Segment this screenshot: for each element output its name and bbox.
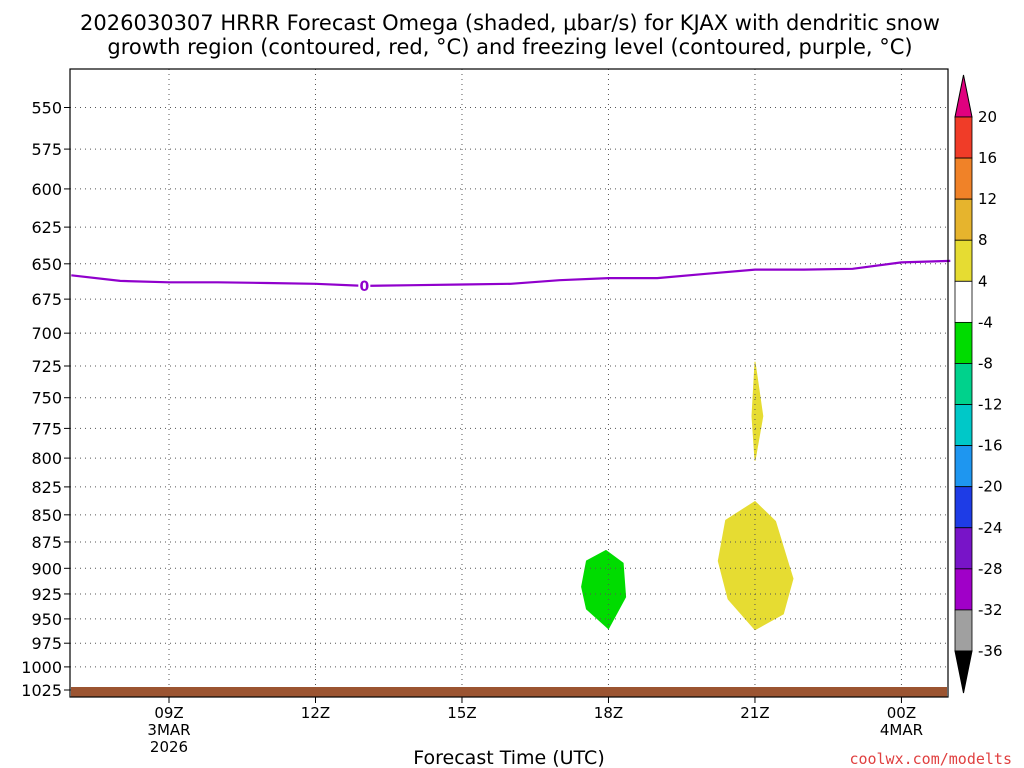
colorbar-bin-2	[954, 198, 973, 241]
colorbar-label-9: -20	[978, 478, 1003, 496]
y-axis-ticks: 550 575 600 625 650 675 700 725 750 775 800 825 850 8…	[21, 99, 70, 700]
colorbar-label-6: -8	[978, 354, 993, 372]
colorbar-label-1: 16	[978, 149, 997, 167]
freezing-level-line	[71, 259, 951, 288]
colorbar-bin-1	[954, 157, 973, 200]
freezing-level-group: 0	[71, 259, 951, 295]
ytick-label-975: 975	[31, 634, 62, 653]
colorbar-lower-arrow	[954, 650, 973, 694]
xtick-label-09Z: 09Z	[154, 704, 183, 722]
chart-title-line1: 2026030307 HRRR Forecast Omega (shaded, …	[80, 11, 940, 35]
colorbar-upper-arrow	[954, 74, 973, 118]
ytick-label-875: 875	[31, 533, 62, 552]
omega-region-1	[717, 501, 794, 631]
ytick-label-825: 825	[31, 478, 62, 497]
ytick-label-900: 900	[31, 559, 62, 578]
ytick-label-1000: 1000	[21, 658, 62, 677]
xtick-label-21Z: 21Z	[740, 704, 769, 722]
ytick-label-775: 775	[31, 419, 62, 438]
xtick-label-15Z: 15Z	[447, 704, 476, 722]
ytick-label-850: 850	[31, 506, 62, 525]
omega-fills	[581, 361, 794, 631]
ytick-label-1025: 1025	[21, 681, 62, 700]
colorbar-bin-3	[954, 239, 973, 282]
ytick-label-950: 950	[31, 610, 62, 629]
x-axis-label: Forecast Time (UTC)	[413, 747, 604, 768]
colorbar-label-3: 8	[978, 231, 988, 249]
plot-frame	[69, 68, 949, 698]
ytick-label-800: 800	[31, 449, 62, 468]
colorbar-label-2: 12	[978, 190, 997, 208]
colorbar-bin-12	[954, 609, 973, 652]
colorbar-bin-10	[954, 527, 973, 570]
xtick-label-00Z: 00Z	[887, 704, 916, 722]
colorbar-bin-8	[954, 445, 973, 488]
colorbar-label-0: 20	[978, 108, 997, 126]
colorbar-label-7: -12	[978, 396, 1003, 414]
ytick-label-600: 600	[31, 180, 62, 199]
colorbar-label-8: -16	[978, 437, 1003, 455]
colorbar-bin-0	[954, 116, 973, 159]
xtick-label-18Z: 18Z	[594, 704, 623, 722]
colorbar: 20 16 12 8 4 -4 -8 -12 -16 -20 -24 -28 -32 -36	[954, 74, 1003, 694]
colorbar-label-11: -28	[978, 560, 1003, 578]
colorbar-label-12: -32	[978, 601, 1003, 619]
surface-layer	[71, 687, 947, 697]
colorbar-bin-6	[954, 363, 973, 405]
surface-ground	[71, 687, 947, 697]
credit-text: coolwx.com/modelts	[849, 750, 1012, 768]
xtick-date-00Z: 4MAR	[880, 721, 923, 739]
ytick-label-925: 925	[31, 585, 62, 604]
omega-region-0	[751, 361, 764, 461]
colorbar-label-5: -4	[978, 313, 993, 331]
ytick-label-725: 725	[31, 357, 62, 376]
ytick-label-675: 675	[31, 290, 62, 309]
ytick-label-700: 700	[31, 324, 62, 343]
colorbar-bin-11	[954, 568, 973, 611]
ytick-label-650: 650	[31, 255, 62, 274]
colorbar-label-4: 4	[978, 272, 988, 290]
omega-region-2	[581, 550, 627, 630]
colorbar-label-10: -24	[978, 519, 1003, 537]
ytick-label-750: 750	[31, 389, 62, 408]
colorbar-label-13: -36	[978, 642, 1003, 660]
chart-title-line2: growth region (contoured, red, °C) and f…	[107, 35, 912, 59]
grid-lines	[70, 69, 948, 697]
colorbar-bin-4	[954, 280, 973, 323]
freezing-level-label-bg	[358, 277, 371, 294]
colorbar-bin-5	[954, 321, 973, 364]
ytick-label-625: 625	[31, 218, 62, 237]
ytick-label-575: 575	[31, 140, 62, 159]
xtick-year-09Z: 2026	[150, 738, 188, 756]
ytick-label-550: 550	[31, 99, 62, 118]
freezing-level-label: 0	[359, 279, 369, 295]
xtick-label-12Z: 12Z	[301, 704, 330, 722]
xtick-date-09Z: 3MAR	[147, 721, 190, 739]
colorbar-bin-9	[954, 486, 973, 529]
colorbar-bin-7	[954, 404, 973, 447]
